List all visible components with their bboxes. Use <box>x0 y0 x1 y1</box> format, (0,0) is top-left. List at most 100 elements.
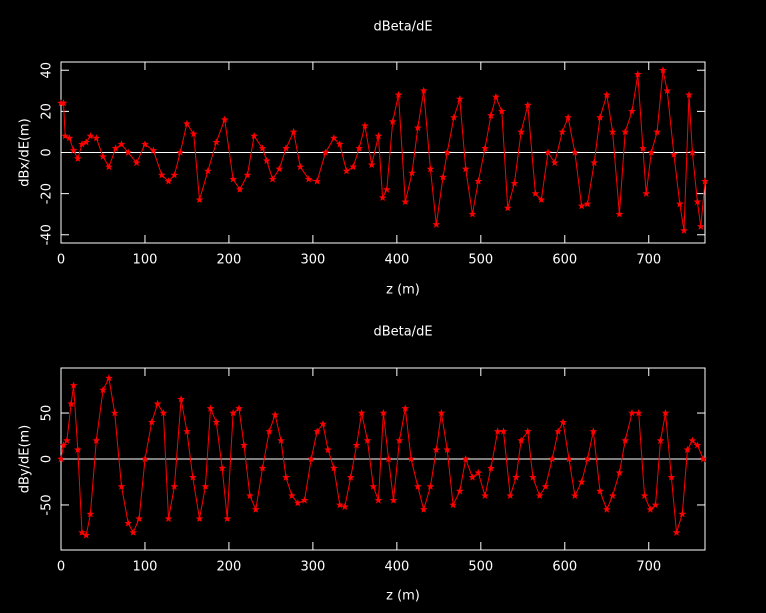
data-point <box>531 189 540 197</box>
data-point <box>355 144 363 152</box>
data-point <box>189 130 198 138</box>
data-point <box>265 427 273 435</box>
data-point <box>426 482 435 490</box>
data-point <box>688 436 697 444</box>
data-point <box>78 528 86 536</box>
data-point <box>236 185 244 193</box>
data-point <box>659 66 667 74</box>
data-point <box>608 127 617 136</box>
data-point <box>394 90 403 99</box>
data-point <box>250 132 258 140</box>
data-point <box>554 427 562 435</box>
data-point <box>59 441 68 449</box>
data-point <box>548 455 556 463</box>
data-point <box>693 197 702 206</box>
data-point <box>282 144 290 152</box>
data-point <box>474 468 483 476</box>
data-point <box>634 70 642 78</box>
data-point <box>583 199 592 208</box>
x-tick-label: 300 <box>300 253 325 268</box>
data-point <box>313 177 321 185</box>
chart-title: dBeta/dE <box>373 325 432 340</box>
x-tick-label: 400 <box>384 560 409 575</box>
data-point <box>499 427 508 435</box>
data-point <box>342 167 351 175</box>
data-point <box>117 482 126 490</box>
data-point <box>369 482 378 490</box>
data-point <box>419 86 428 94</box>
data-point <box>449 501 457 509</box>
data-point <box>384 455 393 463</box>
data-point <box>701 177 709 185</box>
data-point <box>408 169 416 177</box>
data-point <box>82 531 90 539</box>
data-point <box>388 117 397 125</box>
data-point <box>170 482 179 490</box>
data-point <box>628 409 636 417</box>
data-point <box>243 171 252 179</box>
data-point <box>481 144 489 152</box>
data-point <box>99 152 107 160</box>
data-point <box>628 107 636 115</box>
data-point <box>300 496 309 504</box>
data-point <box>363 436 372 444</box>
data-point <box>201 482 210 490</box>
data-point <box>517 127 525 136</box>
data-point <box>252 505 260 513</box>
data-point <box>529 473 537 481</box>
x-tick-label: 700 <box>636 253 661 268</box>
data-point <box>164 514 173 522</box>
data-point <box>559 418 567 426</box>
x-axis-label: z (m) <box>386 283 420 298</box>
data-point <box>389 496 398 504</box>
data-point <box>414 123 422 132</box>
data-point <box>258 144 267 152</box>
y-axis-label: dBx/dE(m) <box>18 118 33 187</box>
x-axis-label: z (m) <box>386 589 420 604</box>
data-point <box>158 171 166 179</box>
data-point <box>541 482 550 490</box>
data-point <box>571 148 579 156</box>
data-point <box>352 441 361 449</box>
data-point <box>450 113 458 121</box>
data-point <box>535 491 544 499</box>
data-point <box>395 436 404 444</box>
data-point <box>288 491 296 499</box>
data-point <box>99 386 107 394</box>
data-point <box>603 505 611 513</box>
data-point <box>487 464 495 472</box>
data-point <box>336 140 344 148</box>
data-point <box>141 455 149 463</box>
data-point <box>330 134 338 142</box>
data-point <box>474 177 483 185</box>
data-point <box>544 148 552 156</box>
data-point <box>313 427 321 435</box>
data-point <box>565 455 573 463</box>
x-tick-label: 400 <box>384 253 409 268</box>
y-tick-label: 0 <box>40 148 55 156</box>
data-point <box>277 436 285 444</box>
data-point <box>240 441 248 449</box>
data-point <box>141 140 149 148</box>
data-point <box>159 409 168 417</box>
data-line <box>61 70 706 231</box>
data-point <box>524 101 532 109</box>
data-point <box>443 445 451 453</box>
x-tick-label: 600 <box>552 560 577 575</box>
data-point <box>129 528 137 536</box>
data-point <box>220 115 229 123</box>
data-point <box>378 193 387 201</box>
data-point <box>86 132 95 140</box>
data-point <box>294 499 302 507</box>
x-tick-label: 0 <box>57 253 65 268</box>
data-point <box>82 138 90 146</box>
data-point <box>608 491 617 499</box>
data-point <box>204 167 212 175</box>
data-point <box>268 175 277 183</box>
x-tick-label: 200 <box>217 560 242 575</box>
data-point <box>223 514 232 522</box>
data-point <box>615 468 624 476</box>
data-point <box>646 505 655 513</box>
data-point <box>367 160 376 169</box>
data-point <box>69 381 78 389</box>
